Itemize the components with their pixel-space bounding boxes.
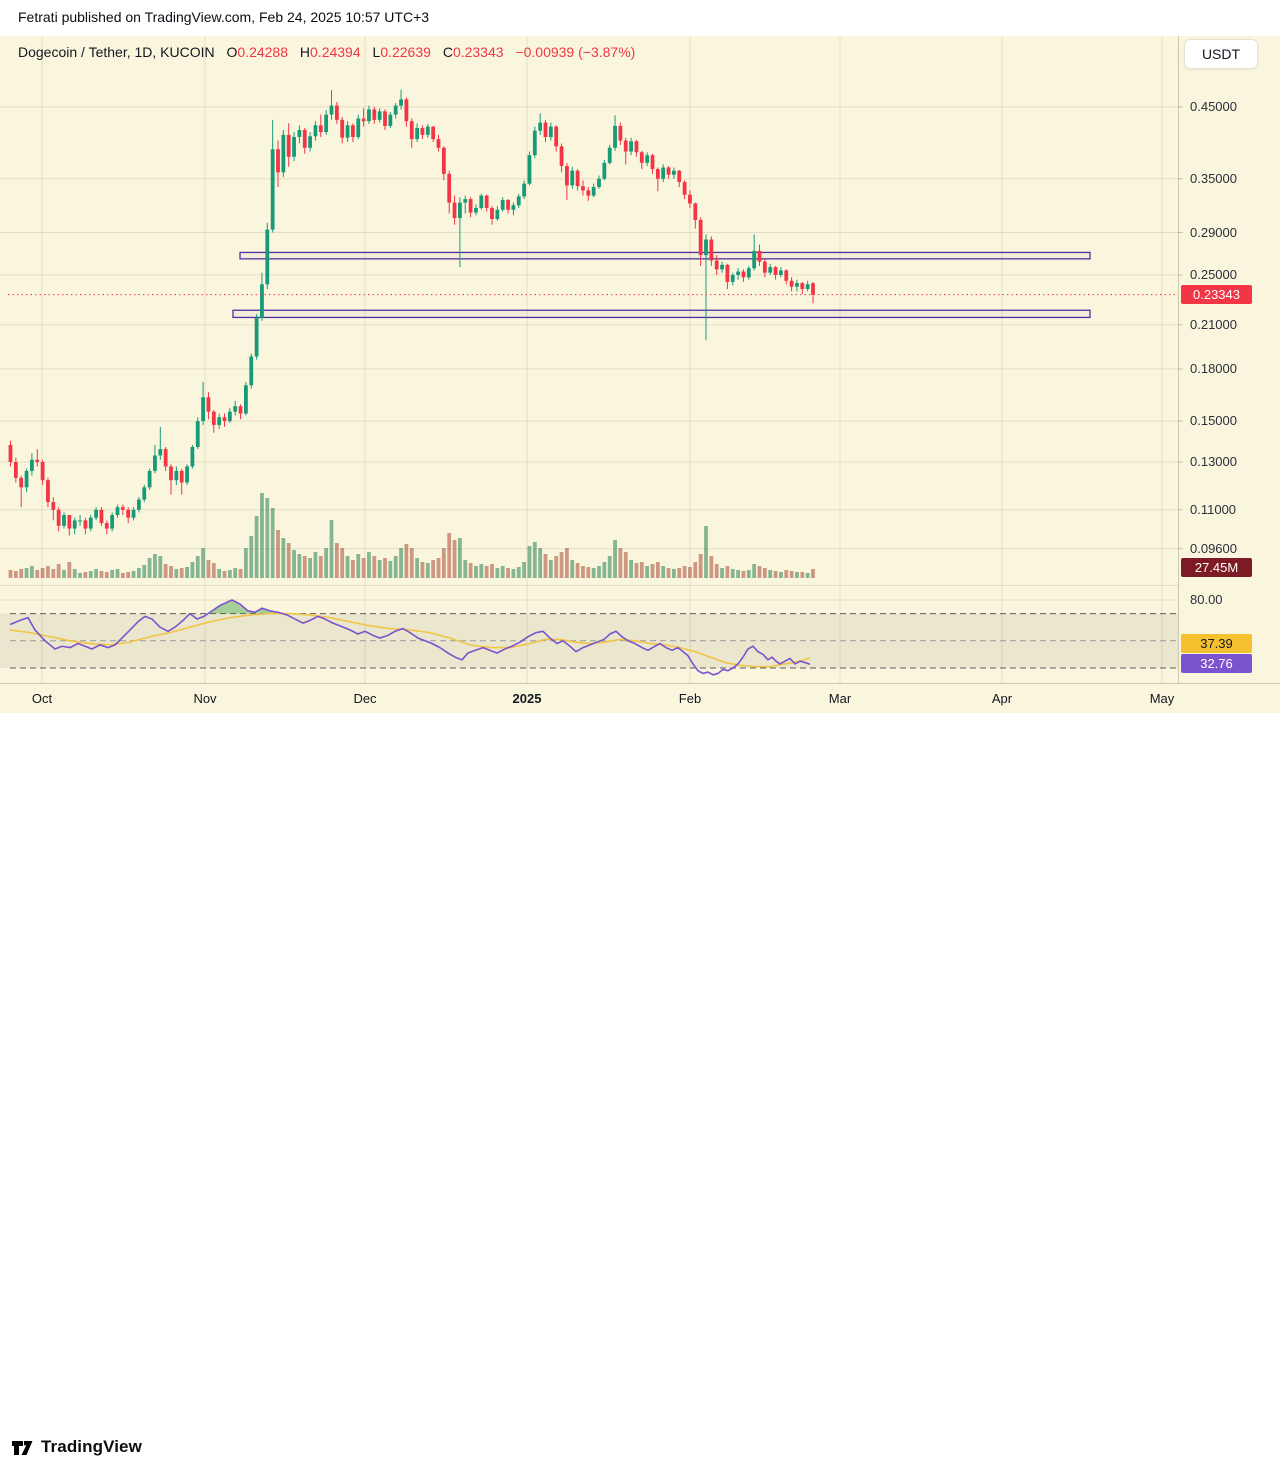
price-axis-label: 0.35000 (1190, 170, 1237, 186)
price-axis-label: 0.09600 (1190, 540, 1237, 556)
open-label: O (226, 44, 238, 60)
tradingview-logo[interactable]: TradingView (10, 1435, 142, 1459)
top-bar: Fetrati published on TradingView.com, Fe… (0, 0, 1280, 36)
currency-toggle-button[interactable]: USDT (1184, 39, 1258, 69)
rsi-scale-label: 80.00 (1190, 592, 1223, 607)
chart-canvas[interactable] (0, 0, 1280, 755)
chart-background (0, 36, 1280, 713)
time-axis-label-may: May (1149, 691, 1175, 706)
price-axis-label: 0.18000 (1190, 360, 1237, 376)
support-zone (232, 309, 1091, 319)
price-axis-label: 0.21000 (1190, 316, 1237, 332)
symbol-title: Dogecoin / Tether, 1D, KUCOIN (18, 44, 215, 60)
close-value: 0.23343 (452, 44, 504, 60)
high-label: H (299, 44, 311, 60)
time-axis-label-dec: Dec (353, 691, 377, 706)
time-axis-label-nov: Nov (193, 691, 217, 706)
time-axis-label-apr: Apr (991, 691, 1013, 706)
price-axis-label: 0.15000 (1190, 413, 1237, 429)
tradingview-brand-text: TradingView (41, 1437, 142, 1456)
published-line: Fetrati published on TradingView.com, Fe… (18, 9, 430, 25)
time-axis-label-oct: Oct (31, 691, 53, 706)
price-axis-label: 0.13000 (1190, 454, 1237, 469)
open-value: 0.24288 (237, 44, 288, 60)
price-axis-label: 0.45000 (1190, 98, 1237, 114)
resistance-zone (239, 251, 1091, 260)
low-label: L (372, 44, 381, 60)
price-axis-label: 0.29000 (1190, 224, 1237, 240)
rsi-line (9, 599, 811, 676)
volume-badge: 27.45M (1181, 558, 1252, 577)
symbol-legend: Dogecoin / Tether, 1D, KUCOIN O0.24288 H… (18, 44, 635, 60)
low-value: 0.22639 (380, 44, 431, 60)
rsi-ma-badge: 37.39 (1181, 634, 1252, 653)
price-axis-label: 0.11000 (1190, 501, 1237, 517)
rsi-ma-line (9, 612, 811, 668)
price-axis-label: 0.25000 (1190, 266, 1237, 282)
time-axis-label-2025: 2025 (512, 691, 542, 706)
tradingview-logo-icon (12, 1441, 33, 1455)
footer-bar: TradingView (0, 713, 1280, 1456)
last-price-badge: 0.23343 (1181, 285, 1252, 304)
high-value: 0.24394 (310, 44, 361, 60)
time-axis-label-mar: Mar (828, 691, 852, 706)
rsi-value-badge: 32.76 (1181, 654, 1252, 673)
change-value: −0.00939 (−3.87%) (515, 44, 636, 60)
close-label: C (442, 44, 453, 60)
time-axis-label-feb: Feb (678, 691, 702, 706)
